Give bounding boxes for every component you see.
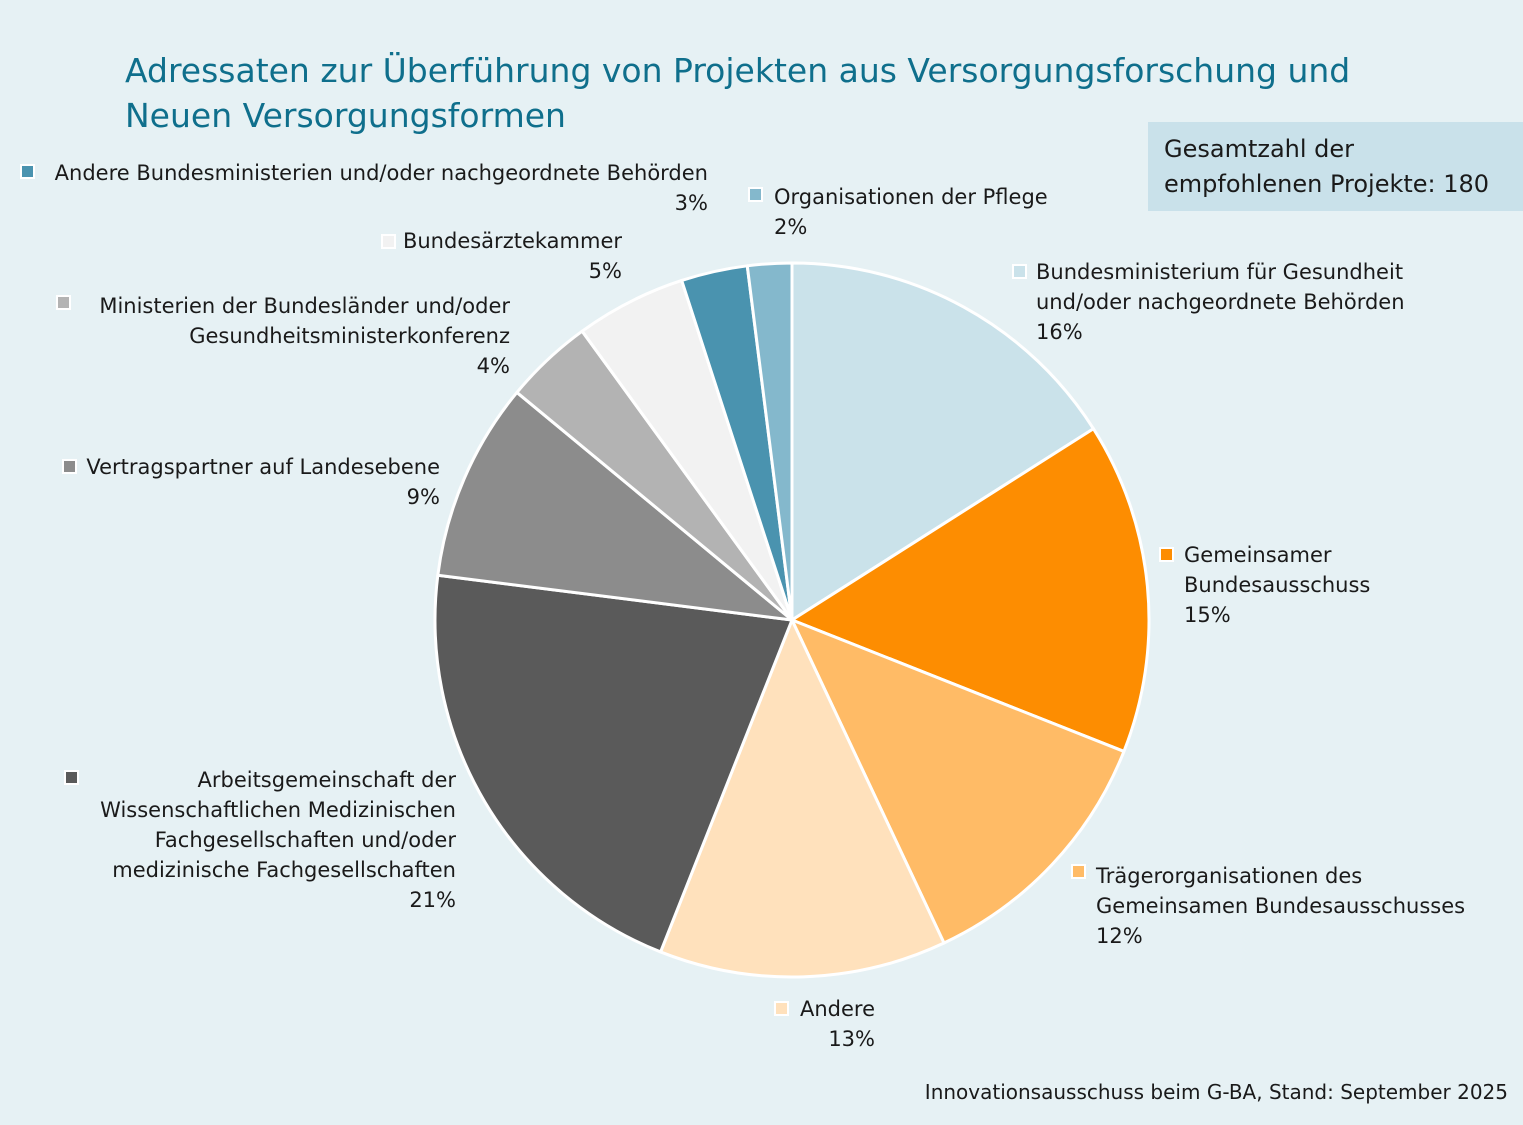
legend-swatch-pflege [748,187,763,202]
pie-slice-bmg [790,261,1095,622]
slice-pct-ministerien: 4% [476,354,510,378]
slice-name-bmg: Bundesministerium für Gesundheit und/ode… [1036,260,1405,314]
slice-pct-vertragspartner: 9% [406,485,440,509]
slice-label-vertragspartner: Vertragspartner auf Landesebene 9% [80,452,440,512]
legend-swatch-gba [1159,547,1174,562]
slice-pct-andere-bm: 3% [674,191,708,215]
slice-pct-traeger: 12% [1096,924,1143,948]
slice-pct-pflege: 2% [774,215,808,239]
slice-pct-gba: 15% [1184,603,1231,627]
slice-name-andere: Andere [799,997,875,1021]
slice-pct-awmf: 21% [409,888,456,912]
pie-slice-traeger [790,618,1126,945]
legend-swatch-andere [774,1001,789,1016]
chart-title: Adressaten zur Überführung von Projekten… [125,51,1351,135]
slice-label-ministerien: Ministerien der Bundesländer und/oder Ge… [80,291,510,381]
legend-swatch-baek [381,234,396,249]
legend-swatch-bmg [1012,264,1027,279]
slice-name-awmf: Arbeitsgemeinschaft der Wissenschaftlich… [100,768,456,882]
pie-slice-gba [790,427,1151,753]
pie-slice-vertragspartner [436,390,794,622]
slice-name-vertragspartner: Vertragspartner auf Landesebene [86,455,440,479]
slice-label-baek: Bundesärztekammer 5% [400,226,622,286]
slice-pct-baek: 5% [588,259,622,283]
legend-swatch-ministerien [56,295,71,310]
legend-swatch-traeger [1071,864,1086,879]
slice-label-awmf: Arbeitsgemeinschaft der Wissenschaftlich… [86,765,456,915]
slice-label-traeger: Trägerorganisationen des Gemeinsamen Bun… [1096,861,1466,951]
pie-slice-awmf [433,573,794,954]
slice-name-traeger: Trägerorganisationen des Gemeinsamen Bun… [1096,864,1466,918]
slice-name-gba: Gemeinsamer Bundesausschuss [1184,543,1371,597]
legend-swatch-andere-bm [20,164,35,179]
slice-label-pflege: Organisationen der Pflege 2% [774,182,1074,242]
total-projects-box: Gesamtzahl der empfohlenen Projekte: 180 [1148,122,1523,211]
pie-slice-pflege [745,261,794,622]
pie-slice-andere [659,618,946,979]
legend-swatch-vertragspartner [62,459,77,474]
slice-name-pflege: Organisationen der Pflege [774,185,1048,209]
slice-name-andere-bm: Andere Bundesministerien und/oder nachge… [54,161,708,185]
slice-label-gba: Gemeinsamer Bundesausschuss 15% [1184,540,1384,630]
slice-label-andere: Andere 13% [780,994,875,1054]
slice-label-andere-bm: Andere Bundesministerien und/oder nachge… [42,158,708,218]
slice-label-bmg: Bundesministerium für Gesundheit und/ode… [1036,257,1436,347]
source-note: Innovationsausschuss beim G-BA, Stand: S… [924,1080,1508,1104]
slice-name-baek: Bundesärztekammer [402,229,622,253]
slice-pct-andere: 13% [828,1027,875,1051]
legend-swatch-awmf [64,770,79,785]
slice-pct-bmg: 16% [1036,320,1083,344]
slice-name-ministerien: Ministerien der Bundesländer und/oder Ge… [99,294,510,348]
